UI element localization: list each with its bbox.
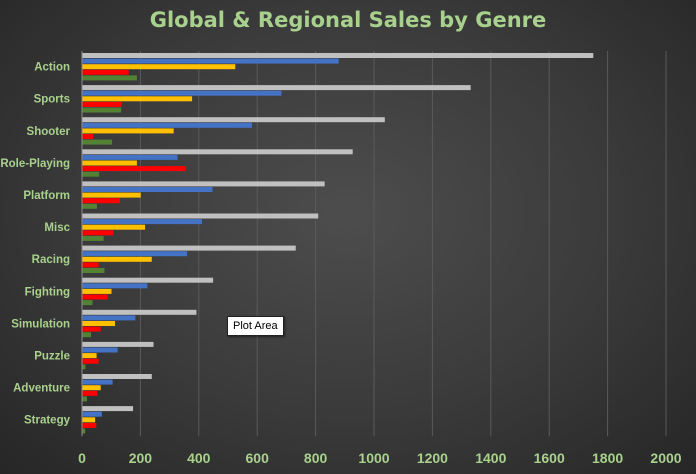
bar-shooter-series-3[interactable] bbox=[82, 128, 174, 134]
bar-misc-series-4[interactable] bbox=[82, 230, 114, 236]
bar-adventure-series-3[interactable] bbox=[82, 385, 101, 391]
bar-simulation-series-4[interactable] bbox=[82, 326, 101, 332]
category-label: Racing bbox=[32, 254, 70, 266]
bar-role-playing-series-3[interactable] bbox=[82, 160, 137, 166]
category-label: Sports bbox=[34, 94, 70, 106]
bar-adventure-series-2[interactable] bbox=[82, 379, 113, 385]
x-tick-label: 1000 bbox=[358, 450, 389, 466]
bar-fighting-series-1[interactable] bbox=[82, 277, 214, 283]
bar-misc-series-3[interactable] bbox=[82, 224, 146, 230]
bar-fighting-series-5[interactable] bbox=[82, 300, 93, 306]
category-label: Action bbox=[34, 62, 70, 74]
category-label: Simulation bbox=[11, 318, 70, 330]
bar-racing-series-3[interactable] bbox=[82, 256, 152, 262]
bar-shooter-series-5[interactable] bbox=[82, 139, 113, 145]
bar-adventure-series-5[interactable] bbox=[82, 396, 87, 402]
bar-puzzle-series-5[interactable] bbox=[82, 364, 86, 370]
category-label: Role-Playing bbox=[0, 158, 70, 170]
bar-role-playing-series-2[interactable] bbox=[82, 154, 178, 160]
bar-puzzle-series-3[interactable] bbox=[82, 353, 97, 359]
x-tick-label: 1400 bbox=[475, 450, 506, 466]
bar-racing-series-1[interactable] bbox=[82, 245, 296, 251]
x-tick-label: 600 bbox=[246, 450, 270, 466]
x-tick-label: 1600 bbox=[534, 450, 565, 466]
bar-action-series-4[interactable] bbox=[82, 69, 129, 75]
bar-role-playing-series-1[interactable] bbox=[82, 149, 353, 155]
bar-action-series-5[interactable] bbox=[82, 75, 137, 81]
bar-simulation-series-3[interactable] bbox=[82, 321, 115, 326]
bar-role-playing-series-5[interactable] bbox=[82, 171, 100, 177]
category-label: Strategy bbox=[24, 415, 71, 427]
bar-fighting-series-3[interactable] bbox=[82, 288, 112, 294]
bar-sports-series-5[interactable] bbox=[82, 107, 122, 113]
bar-platform-series-3[interactable] bbox=[82, 192, 141, 198]
bar-puzzle-series-1[interactable] bbox=[82, 341, 154, 347]
category-label: Puzzle bbox=[34, 350, 70, 362]
bar-racing-series-5[interactable] bbox=[82, 268, 105, 273]
x-tick-label: 200 bbox=[129, 450, 153, 466]
bar-adventure-series-4[interactable] bbox=[82, 390, 98, 396]
bar-racing-series-2[interactable] bbox=[82, 251, 188, 257]
plot-area-tooltip: Plot Area bbox=[227, 316, 284, 336]
bar-strategy-series-1[interactable] bbox=[82, 406, 134, 412]
bar-action-series-3[interactable] bbox=[82, 64, 236, 70]
bar-sports-series-1[interactable] bbox=[82, 85, 471, 91]
bar-strategy-series-5[interactable] bbox=[82, 428, 86, 434]
bar-misc-series-1[interactable] bbox=[82, 213, 319, 219]
bar-strategy-series-4[interactable] bbox=[82, 422, 97, 428]
x-tick-label: 2000 bbox=[650, 450, 681, 466]
x-tick-label: 800 bbox=[304, 450, 328, 466]
category-label: Platform bbox=[23, 190, 70, 202]
bar-platform-series-4[interactable] bbox=[82, 198, 120, 204]
bar-simulation-series-5[interactable] bbox=[82, 332, 92, 338]
bar-racing-series-4[interactable] bbox=[82, 262, 99, 268]
bar-shooter-series-4[interactable] bbox=[82, 134, 94, 139]
bar-adventure-series-1[interactable] bbox=[82, 374, 152, 379]
bar-misc-series-2[interactable] bbox=[82, 219, 203, 225]
bar-strategy-series-2[interactable] bbox=[82, 411, 102, 417]
bar-shooter-series-2[interactable] bbox=[82, 122, 252, 128]
bar-platform-series-2[interactable] bbox=[82, 187, 213, 192]
bar-sports-series-3[interactable] bbox=[82, 96, 193, 102]
bar-fighting-series-4[interactable] bbox=[82, 294, 108, 300]
chart-title: Global & Regional Sales by Genre bbox=[149, 8, 547, 32]
category-label: Fighting bbox=[25, 286, 70, 298]
bar-platform-series-1[interactable] bbox=[82, 181, 325, 187]
bar-puzzle-series-2[interactable] bbox=[82, 347, 118, 353]
bar-sports-series-2[interactable] bbox=[82, 90, 282, 96]
x-tick-label: 1800 bbox=[592, 450, 623, 466]
bar-strategy-series-3[interactable] bbox=[82, 417, 96, 423]
bar-platform-series-5[interactable] bbox=[82, 203, 97, 209]
category-label: Adventure bbox=[13, 383, 70, 395]
bar-simulation-series-2[interactable] bbox=[82, 315, 136, 321]
category-label: Shooter bbox=[27, 126, 71, 138]
bar-fighting-series-2[interactable] bbox=[82, 283, 148, 289]
bar-misc-series-5[interactable] bbox=[82, 235, 104, 241]
bar-simulation-series-1[interactable] bbox=[82, 309, 197, 315]
x-tick-label: 0 bbox=[78, 450, 86, 466]
bar-action-series-2[interactable] bbox=[82, 58, 339, 64]
bar-action-series-1[interactable] bbox=[82, 53, 594, 58]
bar-role-playing-series-4[interactable] bbox=[82, 166, 186, 172]
bar-puzzle-series-4[interactable] bbox=[82, 358, 99, 364]
bar-shooter-series-1[interactable] bbox=[82, 117, 385, 123]
x-tick-label: 400 bbox=[187, 450, 211, 466]
bar-sports-series-4[interactable] bbox=[82, 101, 122, 107]
category-label: Misc bbox=[44, 222, 70, 234]
x-tick-label: 1200 bbox=[417, 450, 448, 466]
